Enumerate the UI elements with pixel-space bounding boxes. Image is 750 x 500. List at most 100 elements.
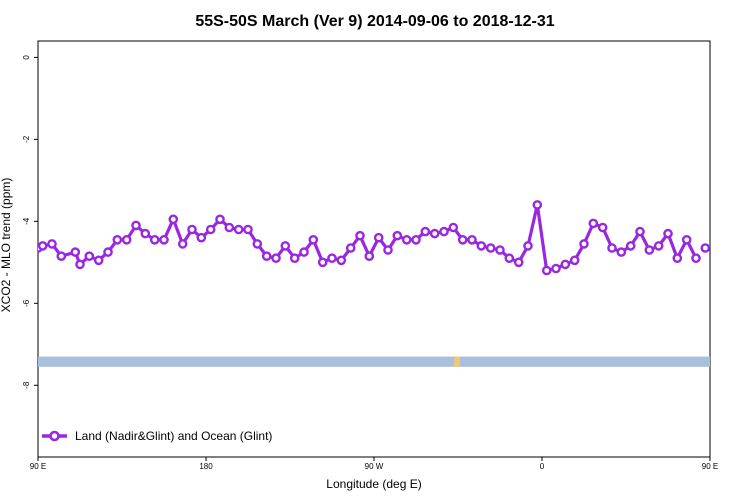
data-point: [420, 226, 431, 237]
data-point: [38, 241, 48, 251]
data-point: [532, 200, 543, 210]
data-point: [457, 234, 468, 245]
data-point: [653, 241, 664, 251]
data-point: [112, 234, 123, 245]
data-point: [47, 239, 57, 249]
data-point: [569, 255, 580, 266]
legend-entry-label: Land (Nadir&Glint) and Ocean (Glint): [75, 429, 272, 443]
data-point: [215, 214, 225, 225]
data-point: [513, 257, 524, 268]
data-point: [560, 259, 571, 270]
y-tick-label: -6: [22, 299, 31, 307]
data-point: [224, 222, 235, 233]
data-point: [504, 253, 515, 264]
data-point: [739, 249, 746, 256]
y-axis-label: XCO2 - MLO trend (ppm): [0, 178, 13, 313]
data-point: [299, 247, 309, 257]
data-point: [541, 265, 552, 276]
series-layer: [38, 200, 746, 276]
data-point: [383, 245, 393, 255]
y-tick-label: -4: [22, 217, 31, 225]
data-point: [448, 222, 459, 233]
chart-title: 55S-50S March (Ver 9) 2014-09-06 to 2018…: [195, 13, 554, 30]
x-tick-label: 90 E: [702, 462, 718, 471]
series-line-0-0: [38, 203, 698, 273]
data-point: [289, 253, 300, 264]
x-axis: 90 E 180 90 W 0 90 E: [30, 457, 718, 471]
data-point: [70, 247, 81, 257]
land-ocean-strip: [38, 356, 710, 367]
data-point: [709, 244, 710, 247]
data-point: [93, 255, 104, 266]
data-point: [635, 226, 645, 237]
data-point: [523, 241, 533, 251]
data-point: [411, 234, 421, 245]
data-point: [476, 241, 487, 251]
x-tick-label: 90 W: [365, 462, 384, 471]
data-point: [84, 251, 95, 262]
data-point: [317, 257, 328, 268]
data-point: [495, 245, 505, 255]
data-point: [159, 234, 169, 245]
data-point: [327, 253, 337, 264]
data-point: [663, 228, 673, 239]
data-point: [551, 263, 561, 274]
data-point: [672, 253, 683, 264]
data-point: [140, 228, 151, 239]
data-point: [336, 255, 347, 266]
y-tick-label: -2: [22, 135, 31, 143]
data-point: [233, 224, 244, 235]
data-point: [392, 230, 403, 241]
data-point: [691, 253, 701, 264]
data-point: [429, 228, 440, 239]
data-point: [364, 251, 375, 262]
y-tick-label: 0: [22, 55, 31, 60]
legend-marker-icon: [49, 430, 60, 442]
x-tick-label: 0: [540, 462, 545, 471]
data-point: [644, 245, 655, 255]
y-axis: 0 -2 -4 -6 -8: [22, 55, 38, 389]
data-point: [439, 226, 449, 237]
ocean-strip: [38, 356, 710, 367]
data-point: [373, 232, 384, 243]
data-point: [308, 234, 319, 245]
data-point: [355, 230, 365, 241]
data-point: [205, 224, 216, 235]
x-tick-label: 90 E: [30, 462, 46, 471]
data-point: [616, 247, 627, 257]
data-point: [243, 224, 253, 235]
data-point: [261, 251, 272, 262]
data-point: [467, 234, 477, 245]
data-point: [681, 234, 692, 245]
data-point: [103, 247, 113, 257]
data-point: [280, 241, 291, 251]
data-point: [271, 253, 281, 264]
data-point: [485, 243, 496, 253]
data-point: [401, 234, 412, 245]
data-point: [597, 222, 608, 233]
series-line-0-1: [704, 245, 710, 250]
data-point: [607, 243, 617, 253]
data-point: [56, 251, 67, 262]
data-point: [579, 239, 589, 249]
data-point: [345, 243, 356, 253]
data-point: [588, 218, 599, 229]
legend: Land (Nadir&Glint) and Ocean (Glint): [42, 429, 272, 443]
data-point: [252, 239, 263, 249]
data-point: [149, 234, 160, 245]
data-point: [730, 253, 737, 260]
data-point: [625, 241, 636, 251]
data-point: [187, 224, 197, 235]
data-point: [75, 259, 85, 270]
data-point: [700, 243, 710, 253]
data-point: [131, 220, 141, 231]
land-patch-0: [454, 356, 460, 367]
x-tick-label: 180: [199, 462, 213, 471]
y-tick-label: -8: [22, 381, 31, 389]
data-point: [121, 234, 132, 245]
data-point: [720, 240, 727, 247]
data-point: [168, 214, 179, 225]
data-point: [177, 239, 188, 249]
data-point: [196, 232, 207, 243]
